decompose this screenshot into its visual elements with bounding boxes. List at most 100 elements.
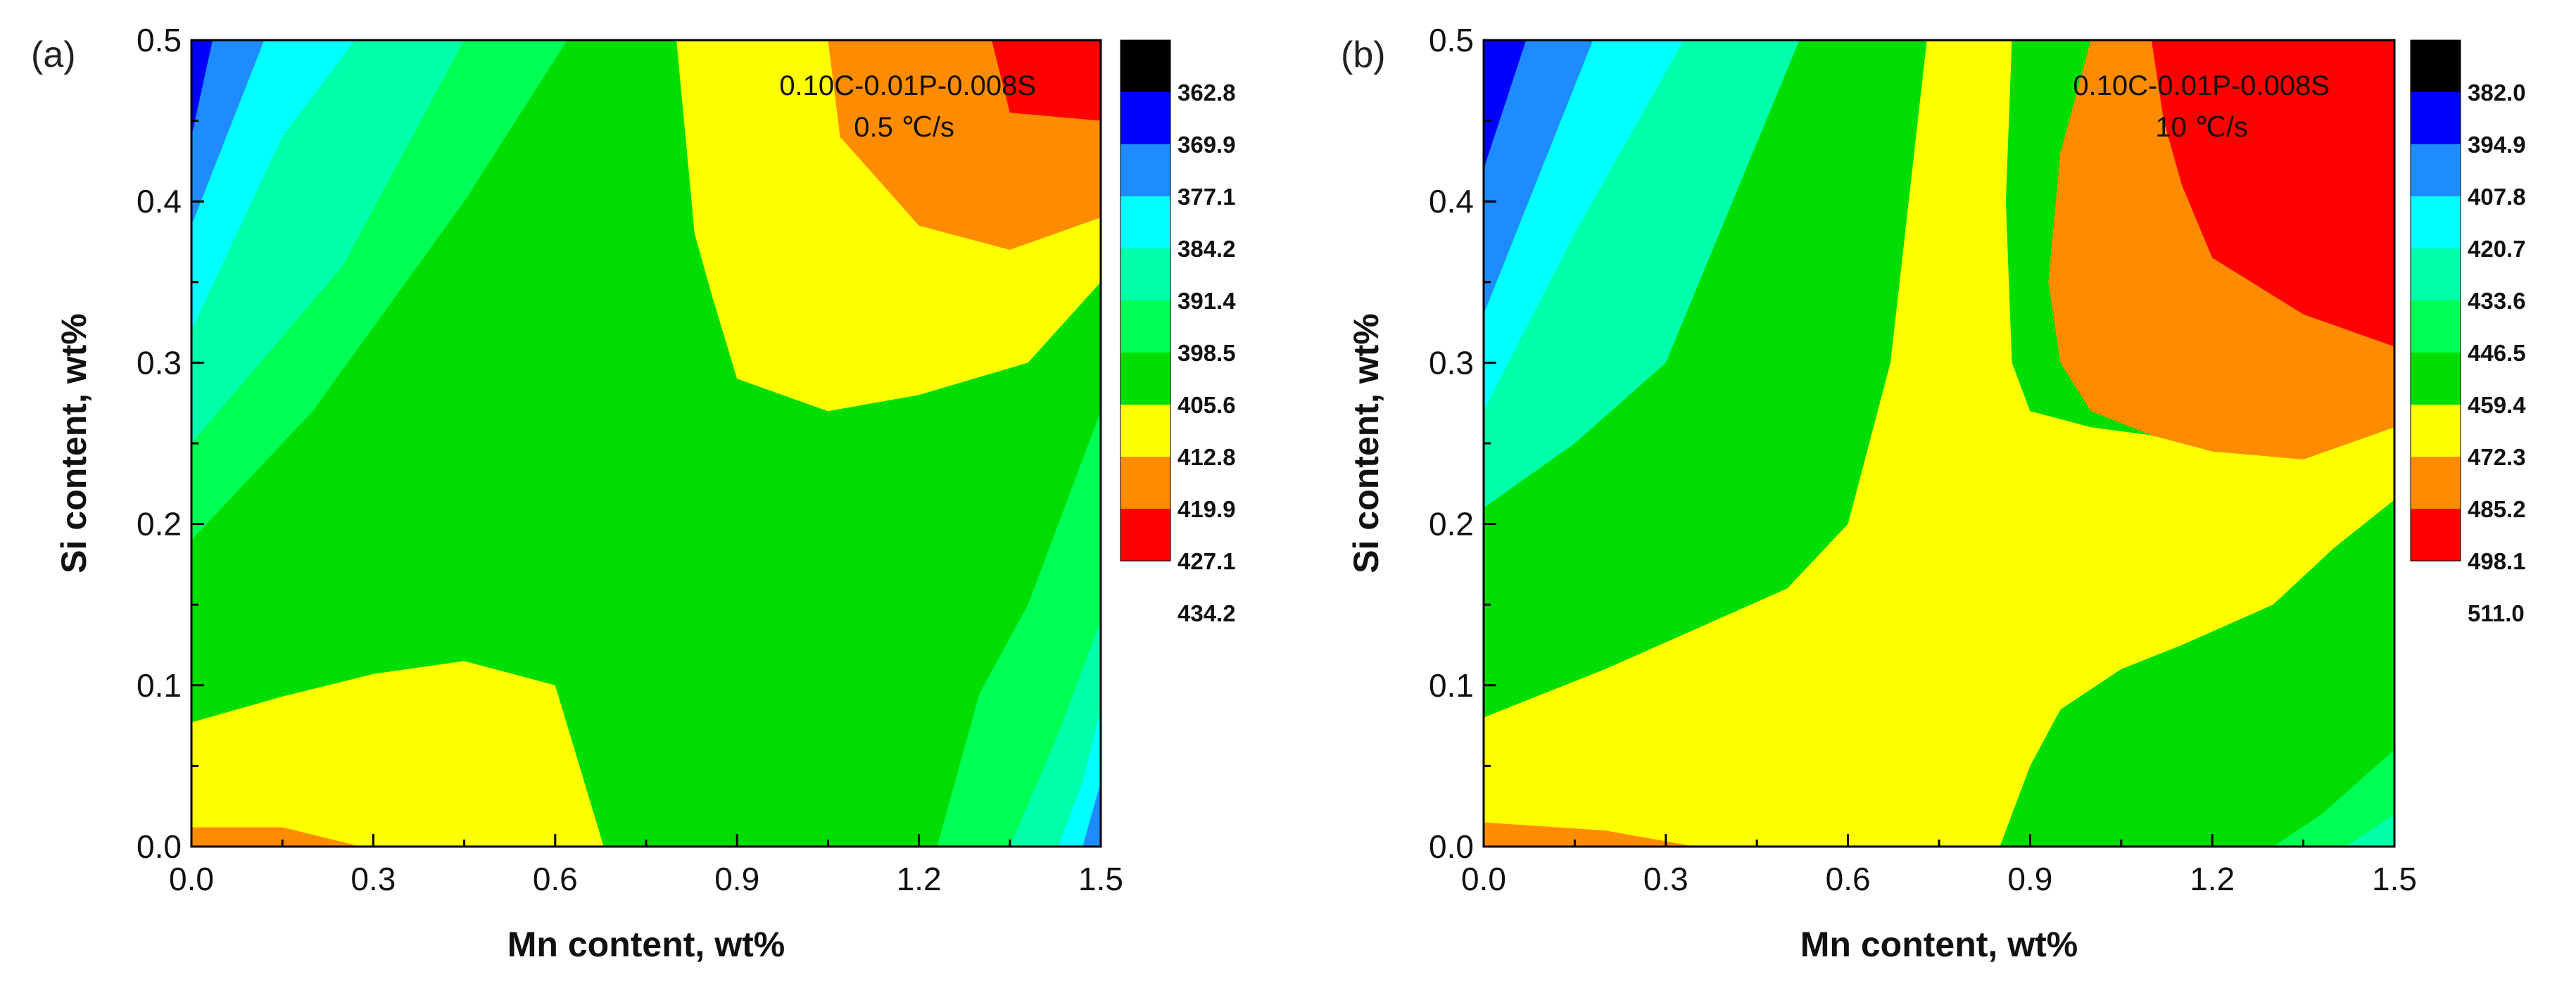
colorbar-level-label: 382.0 xyxy=(2468,80,2526,106)
colorbar-swatch xyxy=(2411,40,2461,93)
colorbar-swatch xyxy=(1120,40,1170,93)
y-tick-label: 0.3 xyxy=(1429,344,1474,381)
contour-region-9 xyxy=(2346,814,2394,847)
colorbar-swatch xyxy=(2411,248,2461,301)
colorbar-level-label: 362.8 xyxy=(1177,80,1236,106)
contour-region-4 xyxy=(1484,40,1593,315)
x-tick-label: 0.9 xyxy=(2007,861,2052,897)
colorbar-swatch xyxy=(2411,92,2461,145)
contour-region-8 xyxy=(2273,749,2394,847)
colorbar-swatch xyxy=(2411,144,2461,197)
colorbar-level-label: 394.9 xyxy=(2468,132,2526,158)
contour-region-0 xyxy=(191,40,213,137)
panel-a: 0.0 0.3 0.6 0.9 1.2 1.5 0.0 0.1 0.2 0.3 0.4 0.5 Mn c… xyxy=(31,22,1236,964)
colorbar-swatch xyxy=(2411,353,2461,405)
panel-label: (a) xyxy=(31,34,76,75)
y-tick-label: 0.0 xyxy=(1429,828,1474,865)
contour-region-4 xyxy=(191,40,567,540)
contour-region-2 xyxy=(191,40,355,331)
colorbar-swatch xyxy=(2411,300,2461,353)
colorbar-swatch xyxy=(1120,457,1170,510)
composition-annotation: 0.10C-0.01P-0.008S xyxy=(779,70,1036,101)
x-tick-label: 1.5 xyxy=(1078,861,1123,897)
colorbar-swatch xyxy=(1120,353,1170,405)
contour-region-8 xyxy=(191,661,604,847)
colorbar-level-label: 412.8 xyxy=(1177,444,1236,470)
y-tick-label: 0.5 xyxy=(1429,22,1474,58)
colorbar-level-label: 419.9 xyxy=(1177,496,1236,522)
x-tick-label: 0.0 xyxy=(1461,861,1506,897)
cooling-rate-annotation: 10 ℃/s xyxy=(2155,112,2248,143)
contour-region-13 xyxy=(1082,782,1101,847)
contour-region-7 xyxy=(1484,822,1696,847)
colorbar-frame xyxy=(2410,39,2461,562)
y-tick-label: 0.2 xyxy=(1429,506,1474,543)
colorbar-level-label: 391.4 xyxy=(1177,288,1236,314)
contour-region-2 xyxy=(2151,40,2394,347)
y-tick-label: 0.3 xyxy=(137,344,182,381)
colorbar-swatch xyxy=(2411,457,2461,510)
colorbar-level-label: 405.6 xyxy=(1177,392,1236,418)
y-axis-title: Si content, wt% xyxy=(54,313,94,573)
x-tick-label: 0.0 xyxy=(169,861,214,897)
composition-annotation: 0.10C-0.01P-0.008S xyxy=(2073,70,2330,101)
contour-region-9 xyxy=(191,827,362,847)
cooling-rate-annotation: 0.5 ℃/s xyxy=(854,112,954,143)
colorbar-level-label: 407.8 xyxy=(2468,184,2526,210)
x-tick-label: 1.5 xyxy=(2372,861,2417,897)
colorbar-level-label: 433.6 xyxy=(2468,288,2526,314)
x-tick-label: 0.6 xyxy=(533,861,578,897)
contour-region-3 xyxy=(191,40,465,443)
colorbar-swatch xyxy=(1120,509,1170,562)
panel-label: (b) xyxy=(1341,34,1386,75)
colorbar-level-label: 434.2 xyxy=(1177,600,1236,626)
x-tick-label: 0.6 xyxy=(1826,861,1871,897)
y-tick-label: 0.2 xyxy=(137,506,182,543)
contour-region-0 xyxy=(1484,40,2394,847)
x-axis-title: Mn content, wt% xyxy=(1800,925,2078,964)
colorbar-frame xyxy=(1120,39,1171,562)
x-tick-label: 1.2 xyxy=(2190,861,2235,897)
colorbar-level-label: 511.0 xyxy=(2468,600,2525,626)
contour-region-12 xyxy=(1058,709,1101,847)
x-tick-label: 0.9 xyxy=(714,861,759,897)
contour-region-1 xyxy=(191,40,265,226)
colorbar-level-label: 446.5 xyxy=(2468,340,2526,366)
x-axis-title: Mn content, wt% xyxy=(507,925,785,964)
contour-region-7 xyxy=(992,40,1101,121)
colorbar-swatch xyxy=(1120,248,1170,301)
y-tick-label: 0.4 xyxy=(137,183,182,220)
colorbar-level-label: 472.3 xyxy=(2468,444,2526,470)
colorbar-level-label: 498.1 xyxy=(2468,548,2526,574)
colorbar-level-label: 377.1 xyxy=(1177,184,1236,210)
colorbar-level-label: 427.1 xyxy=(1177,548,1236,574)
colorbar-swatch xyxy=(1120,144,1170,197)
colorbar-swatch xyxy=(2411,196,2461,249)
colorbar-swatch xyxy=(1120,92,1170,145)
colorbar-level-label: 420.7 xyxy=(2468,236,2526,262)
y-tick-label: 0.4 xyxy=(1429,183,1474,220)
panel-b: 0.0 0.3 0.6 0.9 1.2 1.5 0.0 0.1 0.2 0.3 0.4 0.5 Mn c… xyxy=(1341,22,2526,964)
colorbar-level-label: 369.9 xyxy=(1177,132,1236,158)
colorbar-level-label: 459.4 xyxy=(2468,392,2526,418)
x-tick-label: 0.3 xyxy=(351,861,396,897)
colorbar-swatch xyxy=(1120,300,1170,353)
colorbar-swatch xyxy=(1120,196,1170,249)
y-axis-title: Si content, wt% xyxy=(1346,313,1386,573)
contour-region-6 xyxy=(1484,40,1800,508)
y-tick-label: 0.1 xyxy=(1429,667,1474,704)
contour-region-5 xyxy=(1484,40,1684,412)
contour-plot-area xyxy=(1484,40,2394,847)
colorbar-swatch xyxy=(2411,405,2461,457)
x-tick-label: 1.2 xyxy=(897,861,942,897)
colorbar-level-label: 485.2 xyxy=(2468,496,2526,522)
contour-region-11 xyxy=(1009,621,1101,847)
contour-plot-area xyxy=(191,40,1101,847)
colorbar-swatch xyxy=(1120,405,1170,457)
colorbar-swatch xyxy=(2411,509,2461,562)
x-tick-label: 0.3 xyxy=(1643,861,1688,897)
y-tick-label: 0.5 xyxy=(137,22,182,58)
colorbar-level-label: 384.2 xyxy=(1177,236,1236,262)
y-tick-label: 0.1 xyxy=(137,667,182,704)
